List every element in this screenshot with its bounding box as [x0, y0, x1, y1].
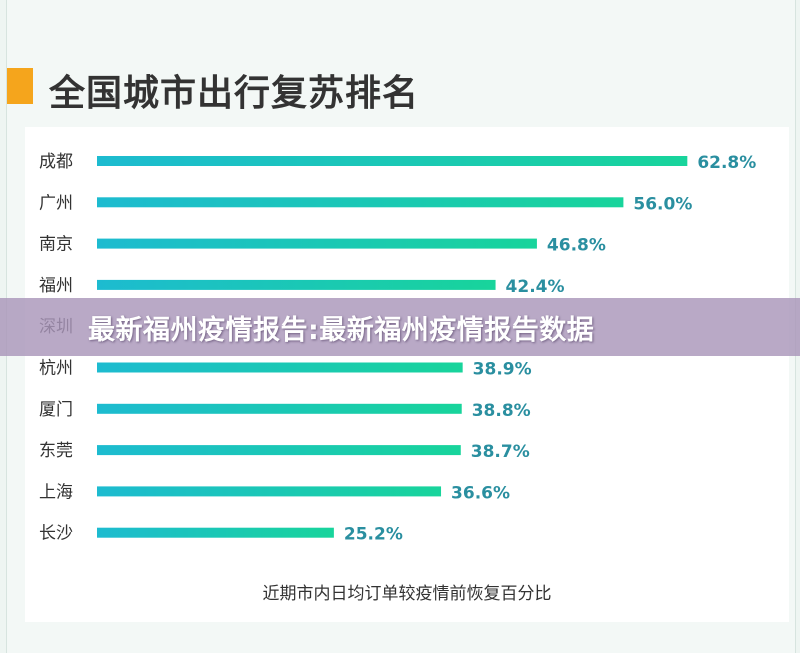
- data-label: 62.8%: [697, 153, 756, 173]
- watermark-text: 最新福州疫情报告:最新福州疫情报告数据: [88, 315, 595, 346]
- category-label: 福州: [39, 276, 73, 296]
- bar: [97, 486, 442, 497]
- data-label: 38.8%: [472, 401, 531, 421]
- bar: [97, 527, 334, 538]
- category-label: 南京: [39, 235, 73, 255]
- category-label: 广州: [39, 193, 73, 213]
- category-label: 东莞: [39, 441, 73, 461]
- data-label: 38.7%: [471, 442, 530, 462]
- bar: [97, 403, 462, 414]
- data-label: 46.8%: [547, 236, 606, 256]
- category-label: 上海: [39, 482, 73, 502]
- bar: [97, 445, 461, 456]
- data-label: 42.4%: [506, 277, 565, 297]
- data-label: 56.0%: [633, 194, 692, 214]
- bar: [97, 197, 624, 208]
- category-label: 厦门: [39, 400, 73, 420]
- bar: [97, 156, 688, 166]
- bar: [97, 362, 463, 373]
- bar-chart: 成都62.8%广州56.0%南京46.8%福州42.4%深圳杭州38.9%厦门3…: [39, 152, 756, 604]
- data-label: 36.6%: [451, 483, 510, 503]
- bar: [97, 238, 537, 249]
- category-label: 成都: [39, 152, 73, 172]
- data-label: 38.9%: [473, 360, 532, 380]
- bar: [97, 279, 496, 290]
- watermark-banner: 最新福州疫情报告:最新福州疫情报告数据: [0, 298, 800, 356]
- chart-card: 成都62.8%广州56.0%南京46.8%福州42.4%深圳杭州38.9%厦门3…: [25, 127, 789, 622]
- chart-title: 全国城市出行复苏排名: [49, 73, 420, 114]
- title-accent-bar: [7, 68, 33, 104]
- title-block: 全国城市出行复苏排名: [7, 62, 607, 114]
- x-axis-label: 近期市内日均订单较疫情前恢复百分比: [263, 584, 552, 604]
- data-label: 25.2%: [344, 525, 403, 545]
- category-label: 长沙: [39, 524, 73, 544]
- category-label: 杭州: [39, 359, 73, 379]
